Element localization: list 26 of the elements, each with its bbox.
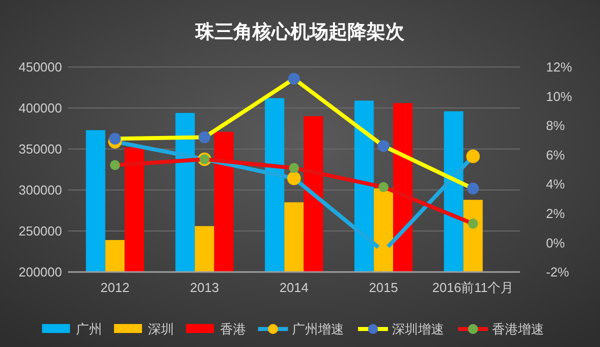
y-tick-label: 200000 bbox=[18, 264, 62, 280]
y2-tick-label: 0% bbox=[546, 235, 566, 250]
y2-tick-label: 2% bbox=[546, 206, 566, 221]
legend-label: 广州增速 bbox=[292, 322, 344, 337]
legend-label: 深圳增速 bbox=[392, 322, 444, 337]
y2-tick-label: 4% bbox=[546, 176, 566, 192]
legend-label: 香港增速 bbox=[492, 322, 544, 337]
y-tick-label: 350000 bbox=[18, 142, 62, 157]
y-tick-label: 400000 bbox=[18, 100, 62, 116]
y2-tick-label: 8% bbox=[546, 118, 566, 134]
y2-tick-label: 6% bbox=[546, 147, 566, 162]
chart-title: 珠三角核心机场起降架次 bbox=[194, 21, 406, 43]
y-tick-label: 300000 bbox=[18, 182, 62, 198]
y2-tick-label: -2% bbox=[546, 264, 570, 280]
legend-label: 深圳 bbox=[148, 322, 174, 337]
legend-label: 香港 bbox=[220, 322, 246, 337]
y-tick-label: 250000 bbox=[18, 224, 62, 239]
x-tick-label: 2014 bbox=[280, 280, 308, 295]
x-tick-label: 2016前11个月 bbox=[432, 280, 514, 295]
x-tick-label: 2012 bbox=[100, 280, 130, 295]
x-tick-label: 2013 bbox=[190, 280, 219, 295]
legend-label: 广州 bbox=[76, 322, 102, 337]
x-tick-label: 2015 bbox=[369, 280, 398, 295]
y2-tick-label: 10% bbox=[546, 88, 572, 104]
y-tick-label: 450000 bbox=[18, 60, 62, 75]
y2-tick-label: 12% bbox=[546, 60, 572, 75]
